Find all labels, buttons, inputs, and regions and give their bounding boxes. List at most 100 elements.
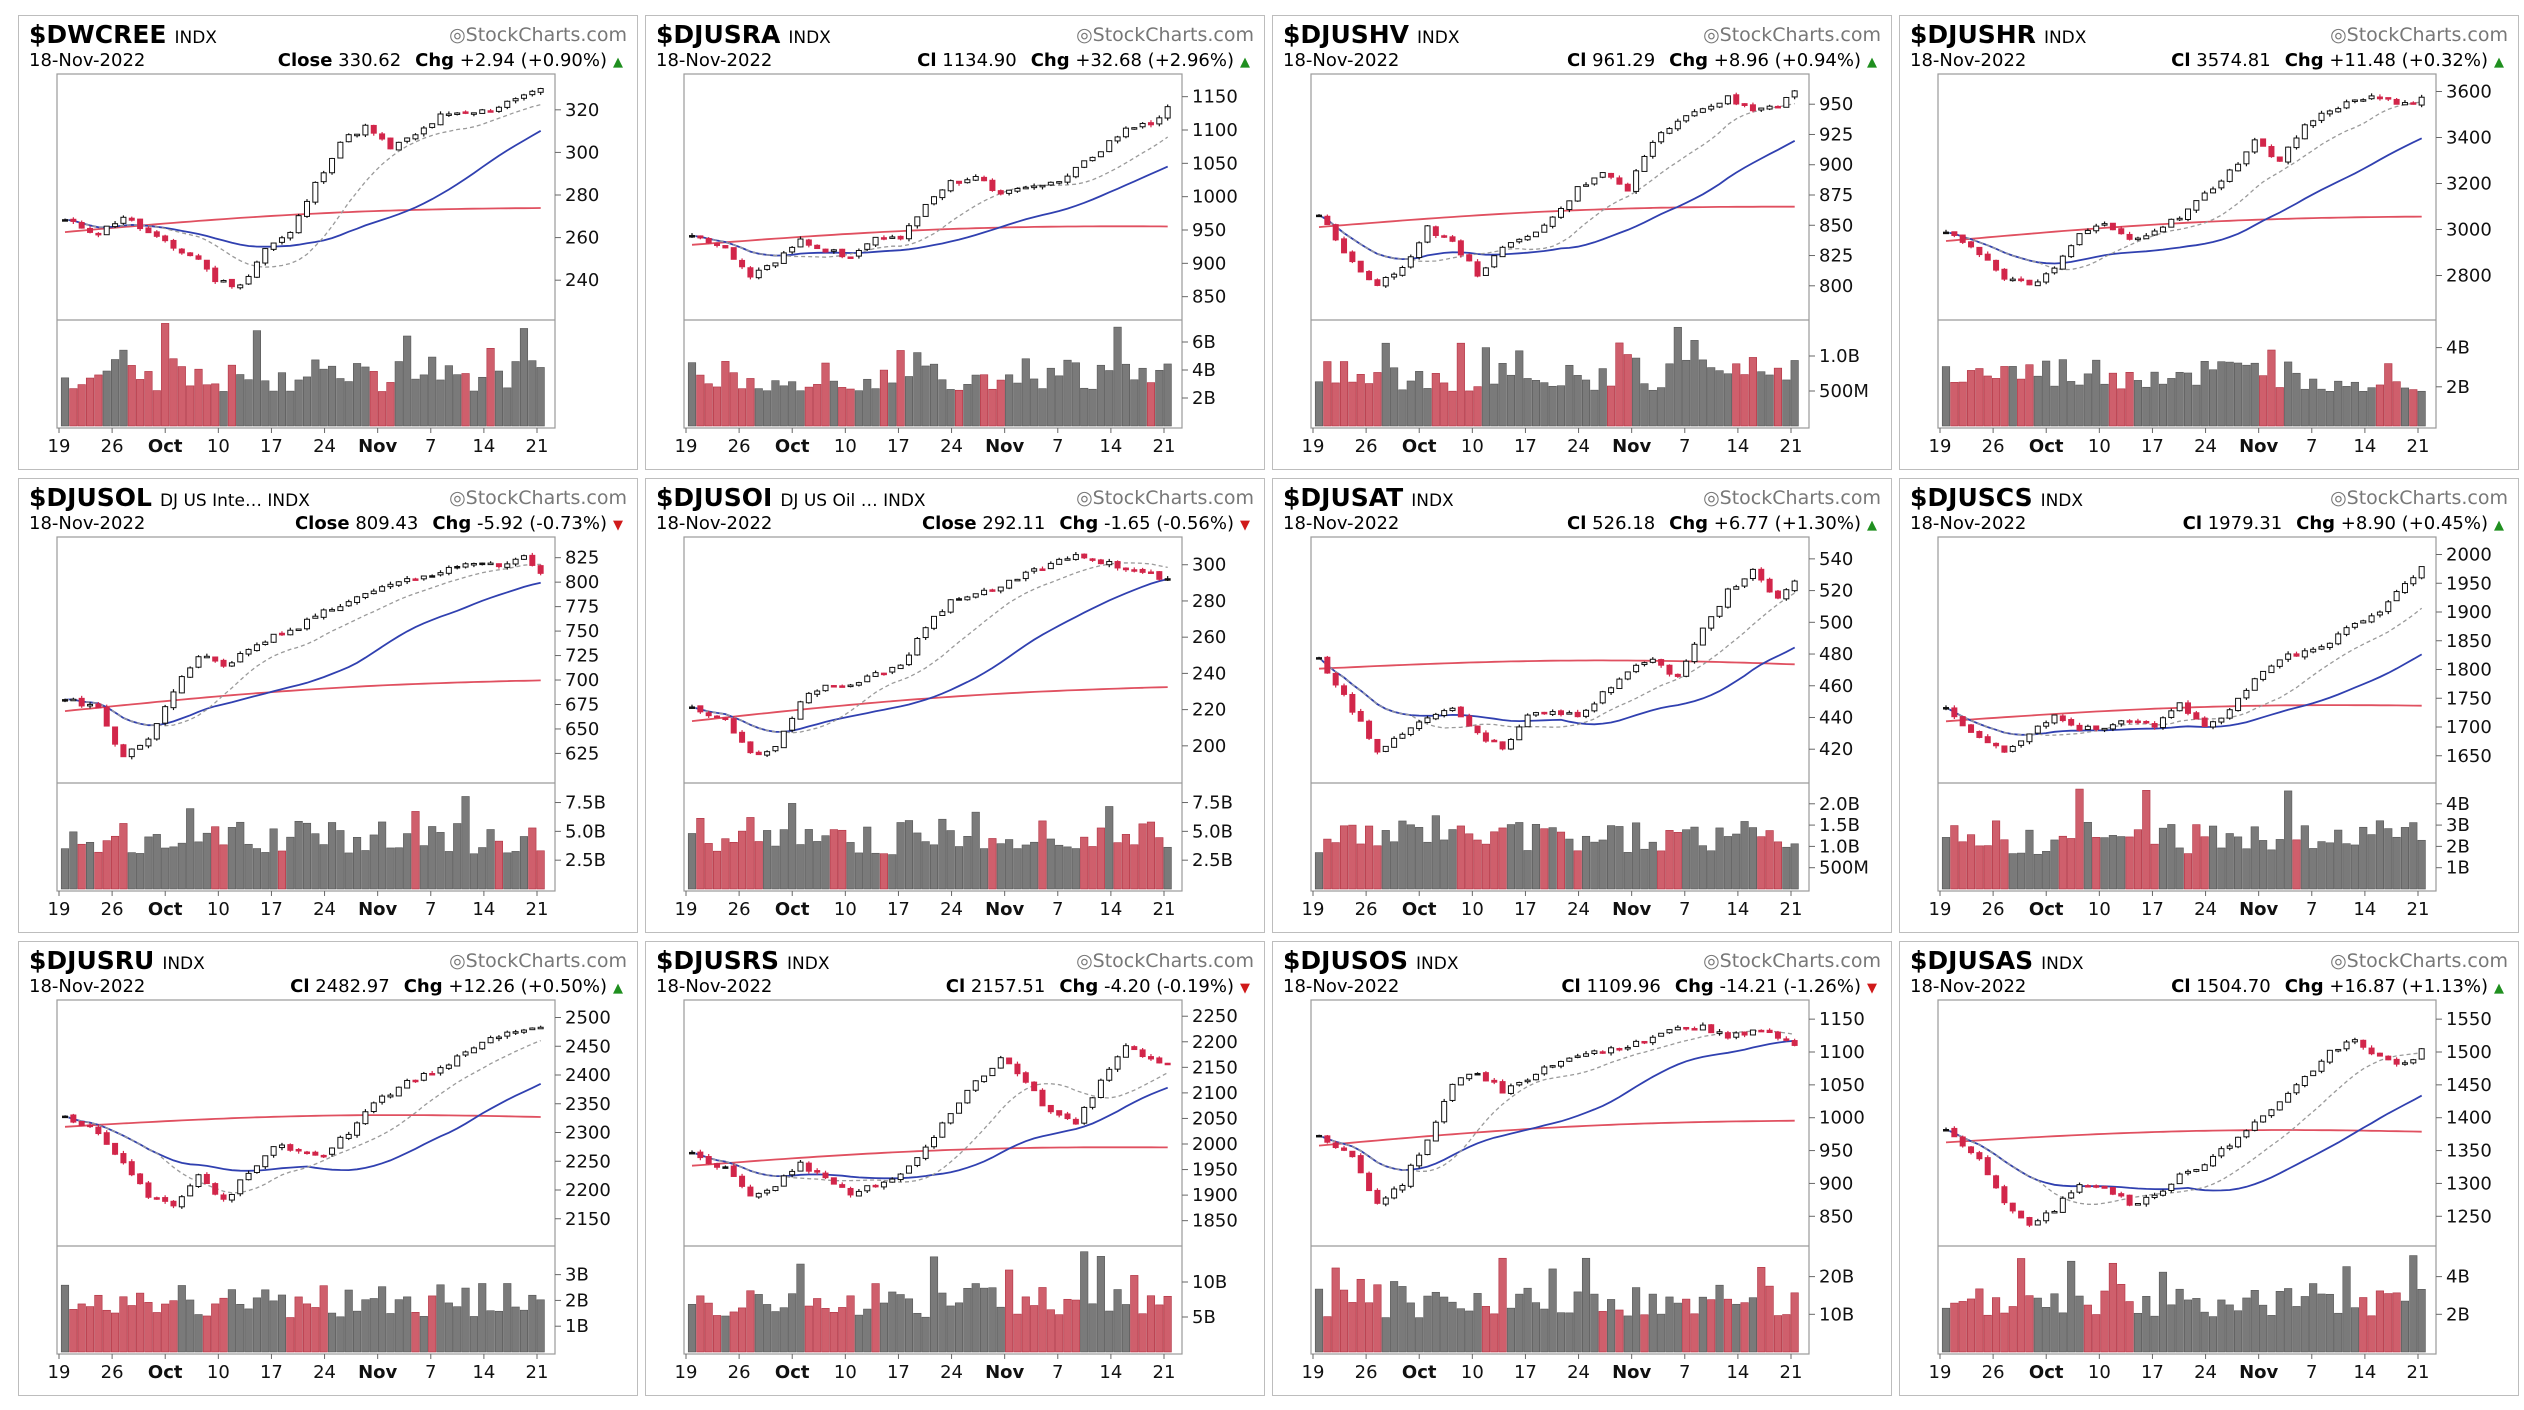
price-tick-label: 1850 (1192, 1211, 1238, 1232)
candle (2385, 1055, 2392, 1061)
volume-bar (436, 1284, 445, 1353)
volume-bar (1623, 354, 1632, 427)
volume-bar (119, 349, 128, 427)
candle (195, 255, 202, 260)
candle (1524, 1079, 1531, 1083)
price-tick-label: 650 (565, 719, 599, 740)
volume-bar (1707, 367, 1716, 427)
volume-bar (1431, 1291, 1440, 1353)
candle (61, 699, 69, 702)
candle (1624, 183, 1631, 192)
candle (2210, 721, 2217, 728)
volume-bar (344, 381, 353, 427)
candle (2134, 1203, 2141, 1206)
volume-bar (353, 1310, 362, 1353)
volume-bar (838, 829, 847, 890)
volume-bar (1080, 836, 1089, 890)
candle (1022, 571, 1029, 580)
candle (1942, 707, 1950, 710)
chg-label: Chg (2284, 50, 2324, 71)
candle (997, 586, 1004, 592)
volume-bar (1581, 379, 1591, 427)
x-tick-label: 14 (2353, 436, 2376, 457)
x-tick-label: Nov (358, 899, 397, 920)
volume-bar (2033, 375, 2042, 427)
volume-bar (2300, 388, 2309, 427)
volume-bar (904, 1298, 914, 1353)
volume-bar (687, 1303, 697, 1353)
candle (412, 134, 419, 140)
volume-bar (94, 851, 103, 890)
price-tick-label: 1900 (1192, 1185, 1238, 1206)
x-tick-label: 7 (2306, 436, 2317, 457)
price-tick-label: 3000 (2446, 220, 2492, 241)
price-tick-label: 1000 (1192, 187, 1238, 208)
arrow-down-icon: ▼ (1867, 981, 1877, 996)
volume-bar (2042, 1307, 2051, 1353)
x-tick-label: 26 (1982, 899, 2005, 920)
volume-bar (1565, 364, 1574, 427)
candle (1156, 1057, 1163, 1064)
volume-bar (2300, 825, 2309, 890)
volume-bar (1941, 1307, 1951, 1353)
candle (2351, 1039, 2358, 1043)
candle (930, 196, 938, 205)
price-tick-label: 460 (1819, 676, 1853, 697)
chg-label: Chg (1059, 513, 1099, 534)
volume-bar (1598, 839, 1607, 890)
volume-bar (1456, 825, 1465, 890)
volume-bar (269, 828, 278, 890)
volume-bar (954, 1302, 964, 1353)
candle (1006, 1057, 1013, 1065)
volume-bar (896, 822, 905, 890)
candle (730, 718, 737, 734)
candle (1749, 568, 1756, 580)
volume-tick-label: 3B (2446, 815, 2470, 836)
volume-bar (2075, 384, 2084, 427)
candle (2076, 724, 2083, 731)
volume-bar (453, 1306, 462, 1353)
volume-bar (1615, 826, 1624, 890)
candle (814, 1170, 821, 1173)
candle (747, 267, 754, 278)
x-tick-label: 19 (1929, 1362, 1952, 1383)
volume-bar (2008, 853, 2017, 890)
volume-bar (729, 1311, 738, 1353)
candle (2026, 733, 2033, 743)
candle (972, 593, 979, 598)
candle (1583, 184, 1590, 187)
candle (1708, 105, 1715, 110)
candle (2276, 156, 2283, 162)
volume-bar (1130, 1275, 1139, 1353)
volume-bar (69, 388, 78, 427)
candle (889, 666, 896, 673)
candle (1674, 120, 1681, 130)
candle (947, 599, 954, 613)
volume-bar (1448, 829, 1457, 890)
ma-line-red (691, 1146, 1168, 1167)
x-tick-label: 21 (526, 436, 549, 457)
candle (755, 269, 762, 279)
volume-bar (127, 365, 136, 427)
volume-bar (194, 368, 203, 427)
volume-bar (1748, 827, 1757, 890)
price-tick-label: 1650 (2446, 746, 2492, 767)
candle (454, 566, 461, 569)
price-tick-label: 2250 (565, 1151, 611, 1172)
volume-bar (1046, 1309, 1055, 1353)
x-tick-label: 14 (472, 436, 495, 457)
volume-bar (2300, 1296, 2309, 1353)
volume-bar (111, 1312, 120, 1353)
candle (1758, 568, 1765, 581)
x-tick-label: Oct (148, 899, 183, 920)
candle (1441, 235, 1448, 238)
candle (2235, 697, 2242, 712)
volume-bar (821, 835, 830, 890)
x-tick-label: 24 (313, 436, 336, 457)
chg-label: Chg (1059, 976, 1099, 997)
candle (2093, 725, 2100, 730)
candle (1332, 224, 1339, 241)
chart-date: 18-Nov-2022 (29, 50, 146, 71)
